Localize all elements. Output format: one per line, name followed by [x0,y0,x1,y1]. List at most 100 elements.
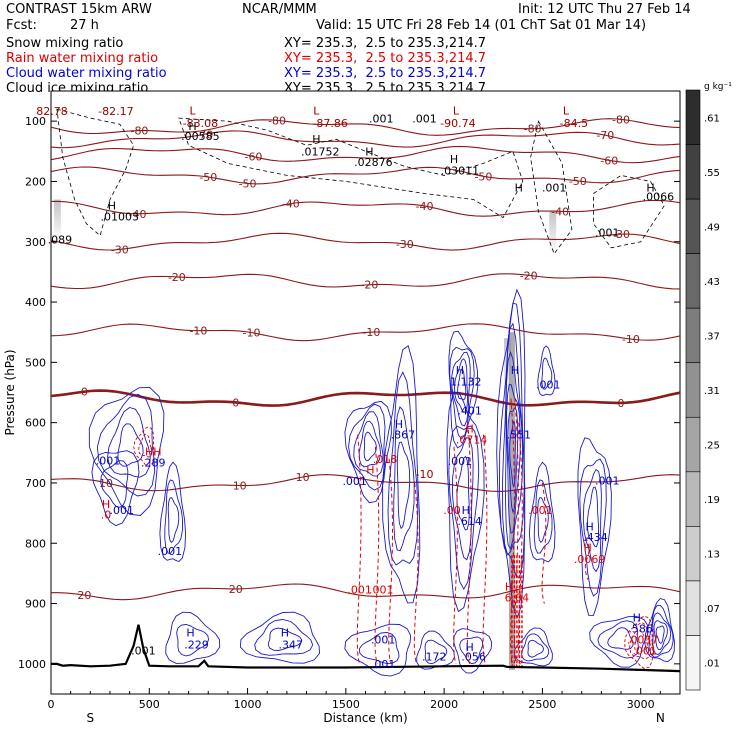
contour-annotation: H [462,504,470,517]
y-tick-label: 200 [25,175,46,188]
colorbar: .61 .55 .49 .43 .37 .31 .25 .19 .13 .07 .01 g kg⁻¹ [685,82,732,691]
contour-annotation: .001 [632,645,657,658]
contour-annotation: .001 [369,584,394,597]
colorbar-unit: g kg⁻¹ [704,82,732,92]
rain-water-contour [356,434,362,665]
cloud-water-contour [424,639,448,665]
cloud-water-contour [537,496,549,543]
isotherm-label: -50 [239,177,257,190]
isotherm-label: -70 [195,128,213,141]
colorbar-bin [685,253,701,309]
cloud-water-contour [589,615,649,668]
isotherm-line [50,323,681,342]
isotherm-label: -20 [168,271,186,284]
contour-annotation: .867 [391,429,416,442]
isotherm-label: -70 [596,129,614,142]
terrain-layer [51,624,681,673]
contour-annotation: .551 [507,429,532,442]
contour-annotation: .03011 [441,165,480,178]
rain-water-contour [624,615,654,669]
field-name-snow: Snow mixing ratio [6,36,124,51]
colorbar-bin [685,144,701,200]
cloud-water-contour [393,406,415,552]
cloud-water-contour [358,420,381,468]
isotherm-label: -20 [520,269,538,282]
rain-water-contours [133,398,654,669]
contour-annotation: .001 [369,113,394,126]
y-tick-label: 800 [25,537,46,550]
contour-annotation: H [515,181,523,194]
contour-annotation: H [312,133,320,146]
cloud-water-contour [537,345,556,397]
contour-annotation: H [456,364,464,377]
contour-annotation: H [585,520,593,533]
colorbar-bin [685,198,701,254]
rain-water-contour [584,537,590,580]
isotherm-label: 20 [77,589,91,602]
contour-annotation: H [505,581,513,594]
rain-water-contour [482,434,488,665]
isotherm-label: -10 [622,333,640,346]
y-tick-label: 400 [25,296,46,309]
contour-annotation: .001 [371,634,396,647]
x-end-south: S [87,711,95,725]
colorbar-bin [685,89,701,145]
cloud-water-contour [267,627,303,651]
cloud-water-contour [459,636,484,664]
isotherm-line [50,273,681,290]
cloud-water-contour [579,458,607,597]
org-name: NCAR/MMM [242,2,317,17]
colorbar-label: .55 [704,168,720,179]
model-name: CONTRAST 15km ARW [6,2,152,17]
contour-annotation: -10 [415,468,433,481]
contour-annotation: H [633,611,641,624]
isotherm-label: 10 [233,479,247,492]
field-xy-cloud-water: XY= 235.3, 2.5 to 235.3,214.7 [284,66,487,81]
cloud-water-contour [457,368,467,401]
cloud-water-contour [514,627,553,667]
contour-annotation: H [511,364,519,377]
contour-annotation: .001 [595,227,620,240]
contour-annotation: H [366,464,374,477]
rain-water-contour [466,422,472,665]
isotherm-label: 0 [232,396,239,409]
contour-annotation: .586 [628,622,653,635]
contour-annotation: .0037 [627,634,659,647]
cloud-water-contour [505,350,524,550]
isotherm-label: -10 [243,327,261,340]
isotherm-label: -40 [129,208,147,221]
x-tick-label: 2000 [430,698,458,711]
cloud-water-contour [363,431,377,462]
isotherm-label: 10 [99,477,113,490]
cloud-water-contour [506,383,521,534]
cloud-water-contour [91,450,140,527]
contour-annotation: .001 [342,475,367,488]
colorbar-label: .13 [704,550,720,561]
colorbar-bin [685,416,701,473]
cloud-water-contour [451,351,471,427]
cloud-water-contour [644,598,675,663]
cloud-water-contour [165,611,221,664]
isotherm-label: 10 [296,471,310,484]
colorbar-label: .43 [704,277,720,288]
contour-annotation: .434 [583,531,608,544]
contour-annotation: .089 [48,233,73,246]
x-tick-label: 1500 [332,698,360,711]
colorbar-label: .01 [704,659,720,670]
cloud-water-contour [254,619,314,656]
cloud-water-contour [239,611,320,664]
cloud-ice-contour [530,120,573,255]
colorbar-label: .49 [704,222,720,233]
cloud-water-contour [528,461,556,563]
rain-water-contour [629,622,652,660]
cloud-water-contour [456,455,470,531]
contour-annotation: -84.5 [560,117,588,130]
field-name-cloud-water: Cloud water mixing ratio [6,66,167,81]
y-tick-label: 700 [25,477,46,490]
isotherm-label: -80 [130,125,148,138]
contour-annotation: .001 [542,181,567,194]
contour-annotation: H [186,626,194,639]
contour-annotation: H [646,181,654,194]
isotherm-label: -30 [396,238,414,251]
cloud-water-contour [107,407,151,478]
